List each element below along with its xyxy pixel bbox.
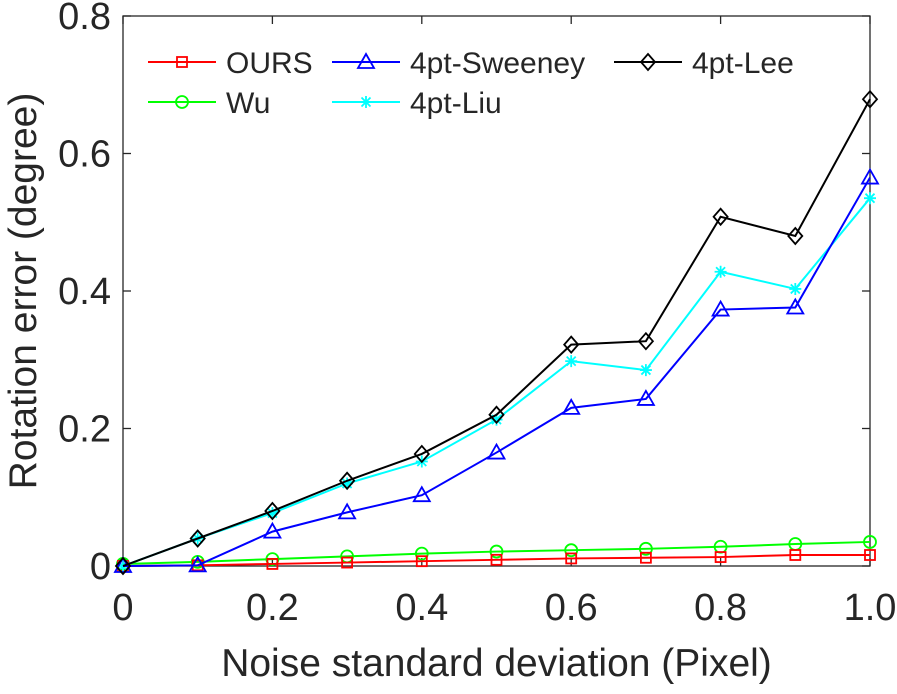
legend-entry: 4pt-Liu	[332, 87, 502, 120]
legend-marker	[356, 52, 376, 69]
axis-ticks: 0 0.2 0.4 0.6 0.8 1.0 0 0.2 0.4 0.6 0.8	[58, 0, 896, 629]
data-point	[636, 389, 656, 406]
data-point	[640, 551, 652, 564]
x-tick-label: 0.6	[545, 587, 598, 629]
data-point	[789, 549, 802, 561]
data-point	[561, 398, 581, 415]
series-line	[122, 540, 871, 565]
data-point	[864, 192, 876, 205]
series-line	[122, 554, 870, 567]
data-point	[565, 355, 578, 368]
data-point	[414, 546, 429, 561]
x-tick-label: 0	[112, 587, 133, 629]
data-point	[413, 444, 430, 464]
x-tick-label: 0.2	[246, 587, 299, 629]
data-point	[714, 265, 727, 278]
series-line	[122, 98, 871, 567]
data-point	[189, 529, 206, 548]
data-point	[785, 297, 805, 315]
legend-marker	[639, 52, 657, 72]
legend-marker	[176, 56, 188, 68]
legend-label: 4pt-Lee	[692, 47, 794, 80]
data-point	[264, 501, 281, 521]
data-point	[563, 335, 580, 354]
legend-entry: Wu	[148, 87, 270, 120]
data-point	[490, 553, 503, 566]
legend-label: Wu	[226, 87, 270, 120]
data-point	[712, 207, 729, 227]
data-point	[188, 555, 208, 573]
y-tick-label: 0.2	[58, 409, 111, 451]
data-point	[714, 551, 727, 563]
series-wu	[116, 535, 877, 571]
data-point	[262, 521, 282, 539]
legend-entry: 4pt-Lee	[614, 47, 794, 80]
data-point	[338, 471, 356, 491]
legend-entry: OURS	[148, 47, 313, 80]
legend-marker	[360, 96, 372, 108]
data-point	[266, 558, 279, 570]
data-point	[341, 556, 354, 569]
legend-label: OURS	[226, 47, 313, 80]
data-point	[639, 541, 653, 556]
data-point	[489, 544, 504, 559]
data-point	[415, 555, 428, 568]
data-point	[337, 502, 357, 520]
data-point	[486, 442, 507, 460]
data-point	[412, 485, 432, 503]
series-line	[122, 177, 871, 567]
x-tick-label: 0.4	[395, 587, 448, 629]
data-point	[861, 89, 879, 109]
legend-label: 4pt-Sweeney	[410, 47, 585, 80]
legend-marker	[175, 95, 189, 109]
data-point	[637, 331, 655, 351]
data-point	[860, 167, 880, 185]
data-point	[488, 405, 505, 425]
legend-label: 4pt-Liu	[410, 87, 502, 120]
y-tick-label: 0.6	[58, 134, 111, 176]
y-tick-label: 0	[90, 546, 111, 588]
legend-entry: 4pt-Sweeney	[332, 47, 585, 80]
data-point	[787, 226, 804, 246]
data-point	[789, 282, 802, 295]
legend: OURS 4pt-Sweeney 4pt-Lee Wu 4pt-Liu	[148, 47, 794, 120]
series-4pt-lee	[114, 89, 879, 576]
data-point	[565, 552, 578, 565]
y-tick-label: 0.4	[58, 271, 111, 313]
x-tick-label: 0.8	[694, 587, 747, 629]
y-axis-title: Rotation error (degree)	[2, 93, 45, 490]
data-point	[266, 507, 279, 520]
x-axis-title: Noise standard deviation (Pixel)	[221, 642, 772, 685]
x-tick-label: 1.0	[844, 587, 897, 629]
data-point	[564, 543, 579, 558]
data-point	[639, 364, 652, 377]
series-4pt-sweeney	[113, 167, 880, 573]
data-point	[341, 477, 354, 490]
data-point	[711, 299, 731, 317]
y-tick-label: 0.8	[58, 0, 111, 38]
data-point	[114, 556, 132, 576]
data-point	[864, 549, 876, 561]
data-point	[265, 552, 280, 567]
data-point	[490, 413, 503, 426]
series-layer	[113, 89, 880, 576]
plot-area	[122, 15, 871, 567]
data-point	[863, 535, 877, 549]
